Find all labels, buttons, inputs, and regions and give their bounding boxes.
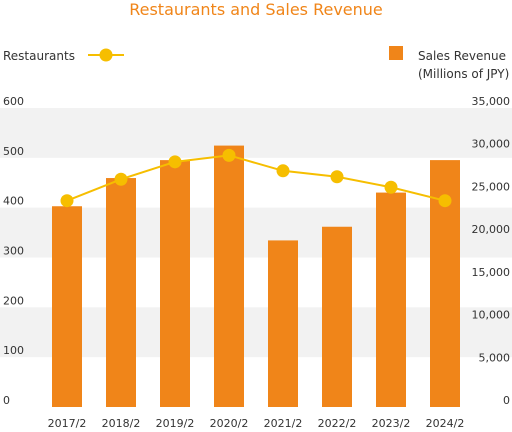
sales-bar — [160, 160, 190, 407]
restaurants-line — [60, 148, 452, 208]
x-tick-label: 2019/2 — [156, 417, 195, 430]
restaurants-point — [384, 180, 398, 194]
sales-bar — [52, 206, 82, 407]
sales-bar — [322, 226, 352, 407]
x-tick-label: 2020/2 — [210, 417, 249, 430]
sales-bar — [376, 192, 406, 407]
x-tick-label: 2018/2 — [102, 417, 141, 430]
x-axis-ticks: 2017/2 2018/2 2019/2 2020/2 2021/2 2022/2 2023… — [48, 417, 465, 430]
right-tick-label: 0 — [503, 394, 510, 407]
grid-band — [0, 207, 512, 258]
left-tick-label: 600 — [3, 95, 24, 108]
chart-title: Restaurants and Sales Revenue — [129, 0, 383, 19]
legend-sales-swatch-icon — [389, 46, 403, 60]
legend-restaurants: Restaurants — [3, 48, 124, 63]
grid-bands — [0, 108, 512, 358]
legend-restaurants-label: Restaurants — [3, 49, 75, 63]
x-tick-label: 2017/2 — [48, 417, 87, 430]
x-tick-label: 2023/2 — [372, 417, 411, 430]
left-axis-ticks: 0 100 200 300 400 500 600 — [3, 95, 24, 407]
sales-bar — [106, 178, 136, 407]
restaurants-point — [222, 148, 236, 162]
restaurants-point — [276, 164, 290, 178]
x-tick-label: 2024/2 — [426, 417, 465, 430]
restaurants-point — [60, 194, 74, 208]
sales-bars — [52, 145, 460, 408]
right-tick-label: 10,000 — [472, 309, 511, 322]
right-tick-label: 15,000 — [472, 266, 511, 279]
legend-restaurants-marker-icon — [99, 48, 113, 62]
left-tick-label: 100 — [3, 344, 24, 357]
right-tick-label: 20,000 — [472, 223, 511, 236]
left-tick-label: 300 — [3, 245, 24, 258]
right-tick-label: 5,000 — [479, 351, 511, 364]
restaurants-point — [438, 194, 452, 208]
restaurants-point — [330, 170, 344, 184]
left-tick-label: 400 — [3, 195, 24, 208]
right-axis-ticks: 0 5,000 10,000 15,000 20,000 25,000 30,000 35,0… — [472, 95, 511, 407]
right-tick-label: 25,000 — [472, 180, 511, 193]
legend-sales-unit: (Millions of JPY) — [418, 67, 509, 81]
sales-bar — [214, 145, 244, 408]
legend-sales-revenue: Sales Revenue (Millions of JPY) — [389, 46, 509, 81]
restaurants-line-path — [66, 154, 446, 202]
legend-sales-label: Sales Revenue — [418, 49, 506, 63]
right-tick-label: 35,000 — [472, 95, 511, 108]
x-tick-label: 2022/2 — [318, 417, 357, 430]
sales-bar — [268, 240, 298, 407]
grid-band — [0, 307, 512, 358]
restaurants-point — [114, 172, 128, 186]
left-tick-label: 0 — [3, 394, 10, 407]
restaurants-point — [168, 155, 182, 169]
left-tick-label: 500 — [3, 145, 24, 158]
grid-band — [0, 108, 512, 158]
x-tick-label: 2021/2 — [264, 417, 303, 430]
right-tick-label: 30,000 — [472, 138, 511, 151]
left-tick-label: 200 — [3, 294, 24, 307]
